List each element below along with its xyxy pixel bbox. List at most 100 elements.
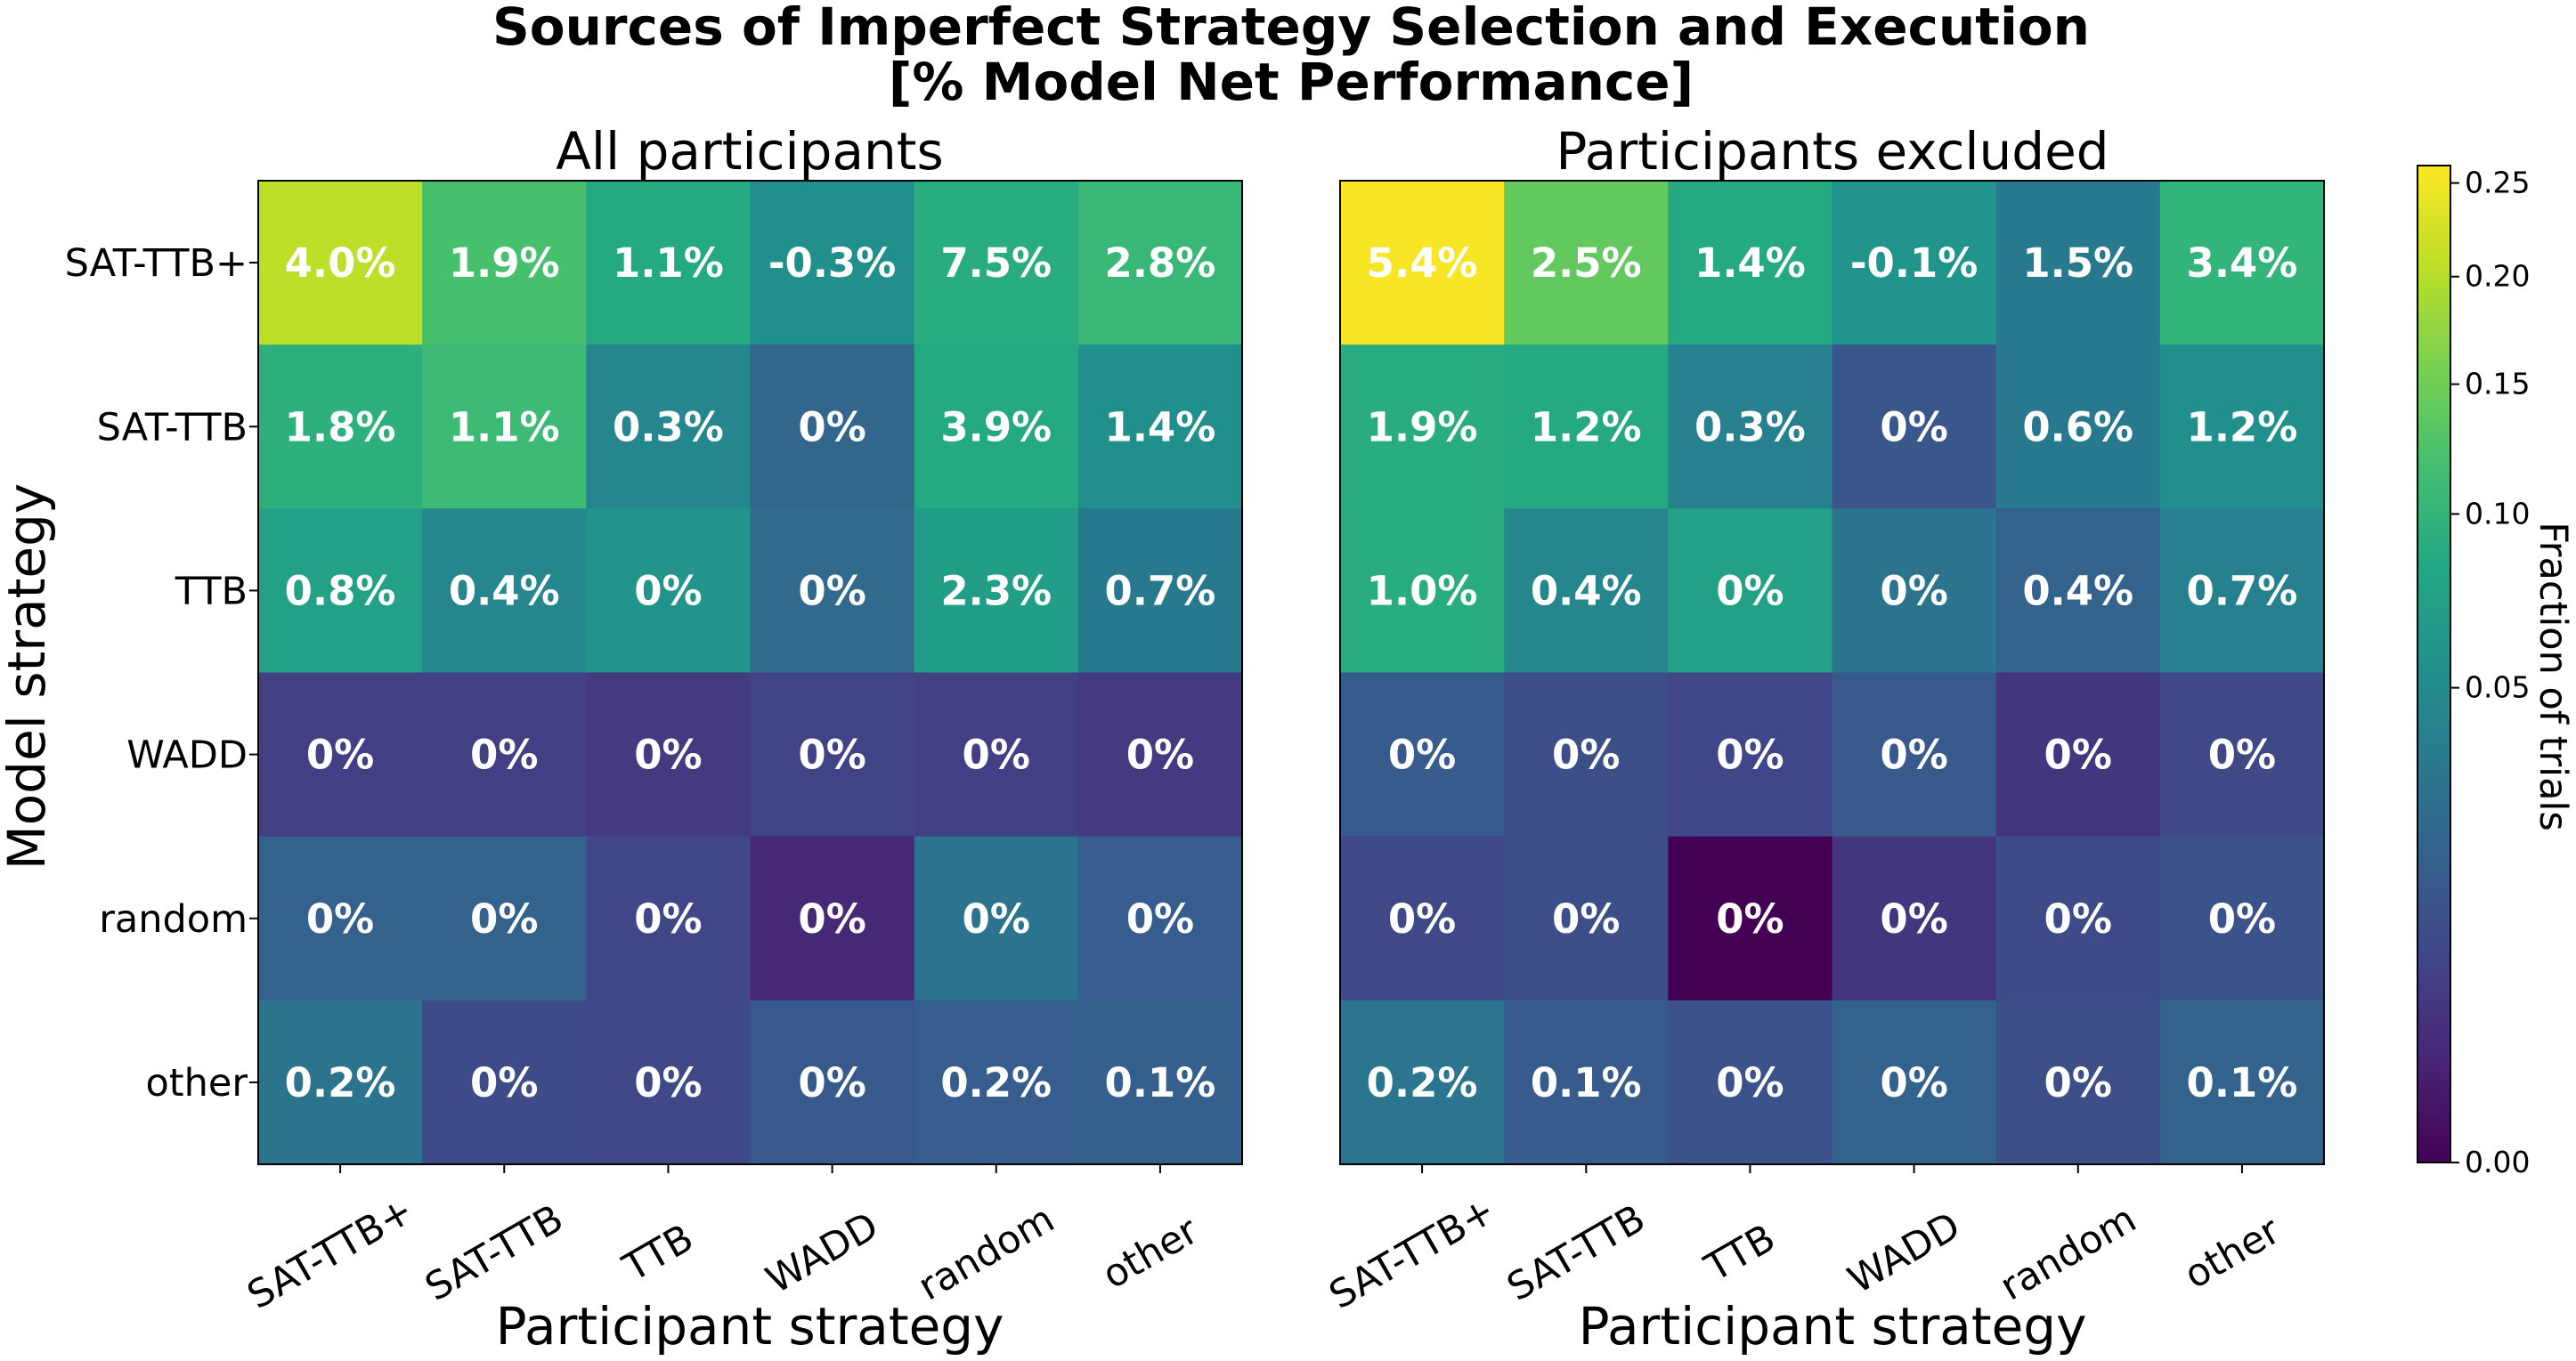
heatmap-cell	[1995, 508, 2161, 674]
cell-value-label: 1.0%	[1367, 567, 1478, 614]
cell-value-label: 0%	[634, 567, 702, 614]
heatmap-cell	[422, 1000, 587, 1165]
x-tick-label: TTB	[1697, 1216, 1783, 1291]
heatmap-cell	[258, 508, 423, 674]
heatmap-cell	[2159, 181, 2325, 345]
x-tick-label: SAT-TTB	[418, 1196, 571, 1310]
heatmap-cell	[258, 672, 423, 838]
heatmap-cell	[1832, 672, 1997, 838]
heatmap-cell	[1077, 836, 1243, 1001]
heatmap-cell	[1832, 1000, 1997, 1165]
cell-value-label: 5.4%	[1367, 239, 1478, 287]
cell-value-label: 0.6%	[2022, 403, 2133, 450]
colorbar-label: Fraction of trials	[2531, 522, 2575, 831]
heatmap-cell	[1077, 1000, 1243, 1165]
cell-value-label: 0%	[1552, 732, 1620, 779]
colorbar: 0.00 0.05 0.10 0.15 0.20 0.25 Fraction of tri…	[2417, 165, 2575, 1179]
heatmap-cell	[1504, 672, 1669, 838]
heatmap-cell	[586, 672, 752, 838]
heatmap-cell	[1832, 836, 1997, 1001]
cell-value-label: 0%	[306, 895, 374, 943]
cell-value-label: 0.4%	[1531, 567, 1642, 614]
heatmap-cell	[1668, 508, 1833, 674]
cell-value-label: 2.8%	[1105, 239, 1216, 287]
y-tick-label: other	[145, 1061, 248, 1106]
cell-value-label: 0%	[798, 1059, 865, 1106]
chart-title-line-1: Sources of Imperfect Strategy Selection …	[492, 0, 2090, 57]
cell-value-label: 1.4%	[1694, 239, 1806, 287]
y-axis-label: Model strategy	[0, 483, 57, 871]
cell-value-label: 0%	[2044, 732, 2112, 779]
heatmap-cell	[422, 672, 587, 838]
x-tick-label: random	[1993, 1197, 2143, 1310]
cell-value-label: 1.5%	[2022, 239, 2133, 287]
cell-value-label: 0%	[1880, 895, 1947, 943]
heatmap-cell	[750, 1000, 915, 1165]
left-x-axis-label: Participant strategy	[496, 1296, 1004, 1357]
heatmap-cell	[1504, 836, 1669, 1001]
heatmap-cell	[1832, 508, 1997, 674]
y-tick-label: TTB	[175, 569, 248, 613]
heatmap-cell	[750, 508, 915, 674]
panel-frame	[1339, 180, 2326, 1166]
cell-value-label: 0%	[470, 732, 538, 779]
colorbar-tick-label: 0.00	[2465, 1145, 2530, 1179]
cell-value-label: 0%	[798, 567, 865, 614]
heatmap-cell	[258, 1000, 423, 1165]
x-tick-label: SAT-TTB+	[240, 1188, 421, 1318]
heatmap-cell	[914, 1000, 1079, 1165]
heatmap-cell	[914, 344, 1079, 509]
cell-value-label: 0%	[1880, 732, 1947, 779]
y-tick-label: WADD	[126, 733, 248, 778]
heatmap-cell	[914, 181, 1079, 345]
cell-value-label: 0.1%	[1531, 1059, 1642, 1106]
cell-value-label: 0.1%	[2187, 1059, 2298, 1106]
cell-value-label: 0%	[1552, 895, 1620, 943]
cell-value-label: 0.1%	[1105, 1059, 1216, 1106]
heatmap-cell	[422, 344, 587, 509]
heatmap-cell	[914, 672, 1079, 838]
heatmap-cell	[422, 836, 587, 1001]
heatmap-cell	[1668, 181, 1833, 345]
cell-value-label: 0%	[1880, 403, 1947, 450]
cell-value-label: 1.1%	[449, 403, 560, 450]
cell-value-label: 0%	[306, 732, 374, 779]
colorbar-tick-label: 0.25	[2465, 166, 2530, 200]
cell-value-label: 0%	[798, 895, 865, 943]
heatmap-cell	[1077, 181, 1243, 345]
cell-value-label: 0.4%	[2022, 567, 2133, 614]
cell-value-label: -0.1%	[1850, 239, 1978, 287]
cell-value-label: 0%	[2208, 732, 2276, 779]
cell-value-label: 0%	[798, 732, 865, 779]
heatmap-cell	[1995, 1000, 2161, 1165]
heatmap-cell	[2159, 344, 2325, 509]
cell-value-label: 0%	[2044, 895, 2112, 943]
heatmap-cell	[750, 672, 915, 838]
heatmap-cell	[2159, 508, 2325, 674]
x-tick-label: other	[1095, 1208, 1206, 1298]
cell-value-label: 0.3%	[1694, 403, 1806, 450]
heatmap-cell	[1340, 181, 1505, 345]
cell-value-label: 0%	[2208, 895, 2276, 943]
heatmap-cell	[1504, 181, 1669, 345]
colorbar-gradient	[2417, 165, 2451, 1163]
x-tick-label: other	[2177, 1208, 2288, 1298]
heatmap-cell	[258, 181, 423, 345]
heatmap-cell	[2159, 1000, 2325, 1165]
colorbar-tick-label: 0.10	[2465, 496, 2530, 531]
cell-value-label: 0.7%	[2187, 567, 2298, 614]
right-x-axis-label: Participant strategy	[1579, 1296, 2087, 1357]
heatmap-cell	[1340, 344, 1505, 509]
cell-value-label: 0%	[1716, 567, 1784, 614]
heatmap-cell	[750, 344, 915, 509]
cell-value-label: 0.3%	[613, 403, 724, 450]
chart-title-line-2: [% Model Net Performance]	[889, 52, 1694, 112]
heatmap-cell	[1995, 672, 2161, 838]
cell-value-label: 3.9%	[940, 403, 1052, 450]
heatmap-cell	[914, 508, 1079, 674]
heatmap-cell	[750, 836, 915, 1001]
right-heatmap-panel: 5.4% 2.5% 1.4% -0.1% 1.5% 3.4% 1.9% 1.2% 0.3% 0% 0…	[1322, 180, 2326, 1318]
cell-value-label: 0%	[1388, 895, 1456, 943]
cell-value-label: 1.9%	[449, 239, 560, 287]
heatmap-cell	[1995, 181, 2161, 345]
